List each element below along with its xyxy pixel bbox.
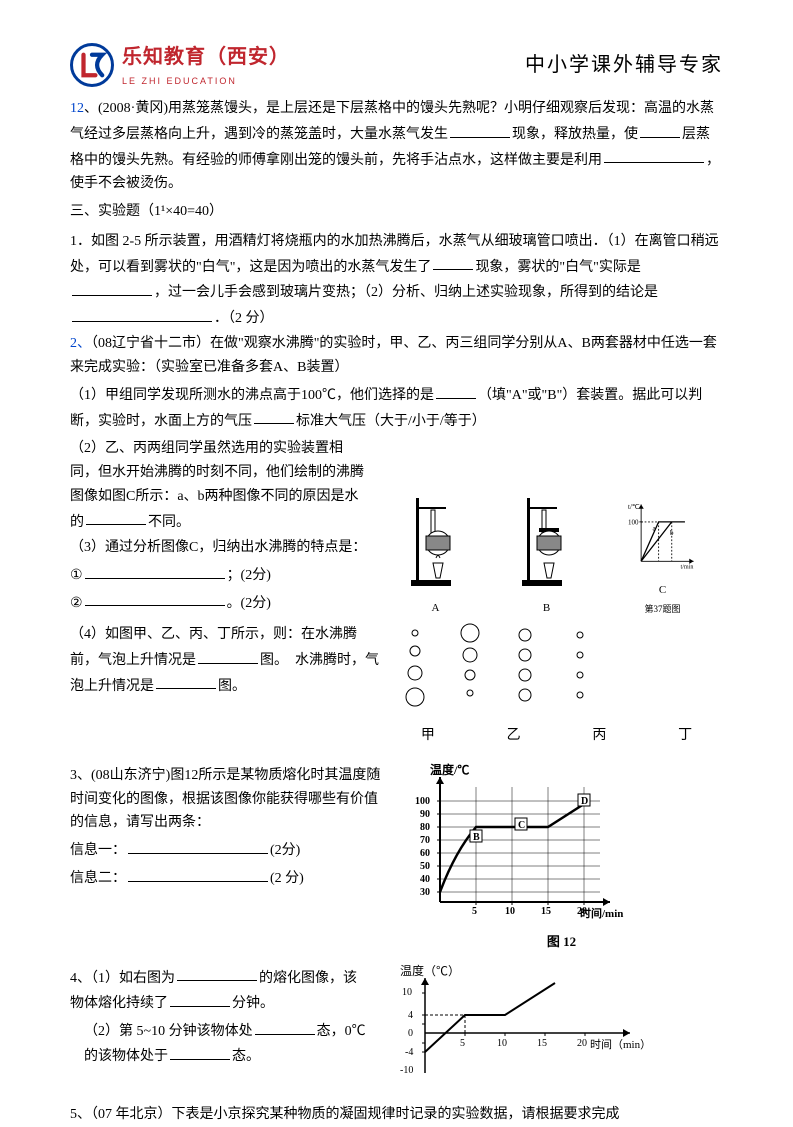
blank[interactable] (85, 562, 225, 579)
logo-icon (70, 43, 114, 87)
svg-text:40: 40 (420, 874, 430, 885)
svg-text:50: 50 (420, 861, 430, 872)
blank[interactable] (255, 1018, 315, 1035)
blank[interactable] (128, 865, 268, 882)
svg-text:t/℃: t/℃ (628, 503, 640, 511)
blank[interactable] (198, 647, 258, 664)
svg-text:C: C (518, 820, 525, 831)
svg-text:90: 90 (420, 809, 430, 820)
blank[interactable] (254, 408, 294, 425)
svg-text:D: D (581, 796, 588, 807)
blank[interactable] (604, 147, 704, 164)
section-3-title: 三、实验题（1¹×40=40） (70, 200, 723, 224)
q2-left-text: （2）乙、丙两组同学虽然选用的实验装置相同，但水开始沸腾的时刻不同，他们绘制的沸… (70, 435, 370, 617)
svg-text:B: B (473, 832, 480, 843)
q2-intro: 2、（08辽宁省十二市）在做"观察水沸腾"的实验时，甲、乙、丙三组同学分别从A、… (70, 332, 723, 380)
blank[interactable] (85, 590, 225, 607)
q2-figures: A B t/℃ 100 (380, 435, 723, 617)
svg-text:10: 10 (402, 987, 412, 998)
page-header: 乐知教育（西安） LE ZHI EDUCATION 中小学课外辅导专家 (70, 40, 723, 89)
svg-text:10: 10 (497, 1038, 507, 1049)
q3: 3、(08山东济宁)图12所示是某物质熔化时其温度随时间变化的图像，根据该图像你… (70, 762, 723, 953)
q4: 4、（1）如右图为的熔化图像，该物体熔化持续了分钟。 （2）第 5~10 分钟该… (70, 963, 723, 1092)
apparatus-b: B (517, 488, 577, 617)
blank[interactable] (72, 279, 152, 296)
blank[interactable] (450, 121, 510, 138)
blank[interactable] (170, 990, 230, 1007)
svg-text:0: 0 (408, 1028, 413, 1039)
q2-body: （2）乙、丙两组同学虽然选用的实验装置相同，但水开始沸腾的时刻不同，他们绘制的沸… (70, 435, 723, 617)
blank[interactable] (86, 509, 146, 526)
q2-num: 2、 (70, 336, 91, 351)
svg-text:时间/min: 时间/min (580, 906, 623, 920)
graph-c: t/℃ 100 a b t/min C 第37题图 (628, 500, 698, 617)
svg-text:15: 15 (541, 906, 551, 917)
svg-text:60: 60 (420, 848, 430, 859)
brand-text: 乐知教育（西安） LE ZHI EDUCATION (122, 40, 290, 89)
svg-text:-4: -4 (405, 1047, 413, 1058)
logo-block: 乐知教育（西安） LE ZHI EDUCATION (70, 40, 290, 89)
blank[interactable] (156, 673, 216, 690)
apparatus-a: A (406, 488, 466, 617)
svg-text:15: 15 (537, 1038, 547, 1049)
svg-text:20: 20 (577, 1038, 587, 1049)
svg-text:80: 80 (420, 822, 430, 833)
svg-text:70: 70 (420, 835, 430, 846)
q2-part4: （4）如图甲、乙、丙、丁所示，则：在水沸腾前，气泡上升情况是图。 水沸腾时，气泡… (70, 621, 723, 748)
q2-p1: （1）甲组同学发现所测水的沸点高于100℃，他们选择的是（填"A"或"B"）套装… (70, 382, 723, 433)
svg-text:5: 5 (460, 1038, 465, 1049)
header-right: 中小学课外辅导专家 (525, 48, 723, 82)
svg-text:温度（℃）: 温度（℃） (400, 963, 460, 978)
q12: 12、(2008·黄冈)用蒸笼蒸馒头，是上层还是下层蒸格中的馒头先熟呢？小明仔细… (70, 97, 723, 196)
svg-text:5: 5 (472, 906, 477, 917)
svg-text:t/min: t/min (680, 565, 693, 571)
blank[interactable] (433, 254, 473, 271)
blank[interactable] (170, 1043, 230, 1060)
brand-en: LE ZHI EDUCATION (122, 74, 290, 89)
q5: 5、（07 年北京）下表是小京探究某种物质的凝固规律时记录的实验数据，请根据要求… (70, 1103, 723, 1127)
brand-cn: 乐知教育（西安） (122, 40, 290, 74)
svg-text:时间（min）: 时间（min） (590, 1038, 651, 1051)
svg-text:100: 100 (415, 796, 430, 807)
q1: 1．如图 2-5 所示装置，用酒精灯将烧瓶内的水加热沸腾后，水蒸气从细玻璃管口喷… (70, 230, 723, 331)
bubble-figure: 甲 乙 丙 丁 (390, 621, 723, 748)
q4-graph: 温度（℃） 10 4 0 -4 -10 5 10 15 20 (380, 963, 723, 1092)
svg-text:4: 4 (408, 1010, 413, 1021)
svg-text:-10: -10 (400, 1065, 413, 1076)
q12-num: 12 (70, 101, 84, 116)
svg-text:10: 10 (505, 906, 515, 917)
blank[interactable] (177, 965, 257, 982)
svg-text:温度/℃: 温度/℃ (430, 762, 469, 777)
blank[interactable] (640, 121, 680, 138)
svg-text:b: b (670, 529, 674, 537)
svg-text:100: 100 (628, 519, 639, 527)
blank[interactable] (72, 305, 212, 322)
blank[interactable] (436, 382, 476, 399)
blank[interactable] (128, 837, 268, 854)
svg-text:30: 30 (420, 887, 430, 898)
q3-graph: 温度/℃ 30 40 50 60 70 80 90 100 5 10 15 (400, 762, 723, 953)
